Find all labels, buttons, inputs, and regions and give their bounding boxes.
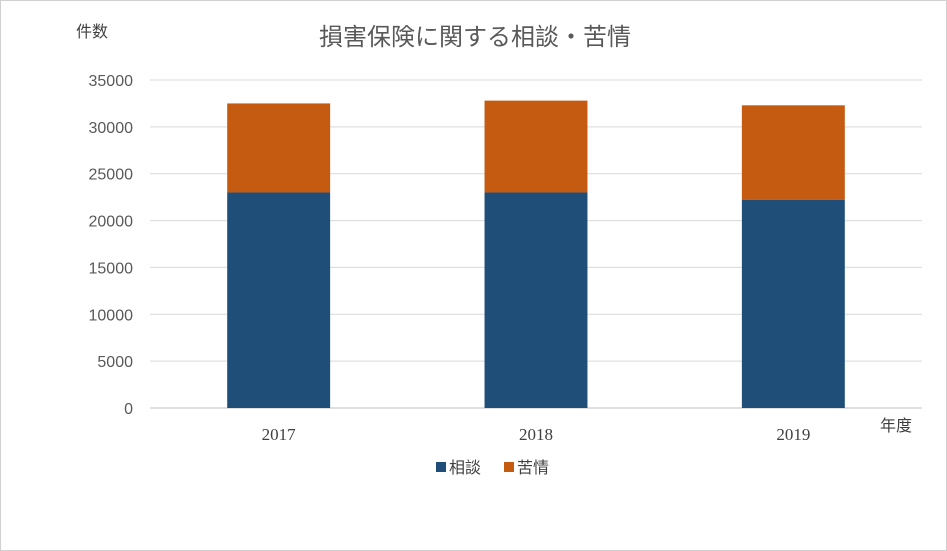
bars (227, 100, 845, 408)
x-axis-label: 年度 (880, 416, 912, 435)
bar-2018-series-1 (484, 100, 588, 193)
y-tick-label: 15000 (89, 260, 134, 277)
legend-swatch (504, 462, 514, 472)
y-tick-label: 10000 (89, 307, 134, 324)
chart-title: 損害保険に関する相談・苦情 (319, 23, 631, 51)
bar-2019-series-0 (741, 199, 845, 408)
legend-label: 相談 (449, 458, 481, 477)
x-tick-label: 2019 (776, 425, 810, 444)
x-tick-labels: 2017 2018 2019 (262, 425, 811, 444)
legend-swatch (436, 462, 446, 472)
bar-2019-series-1 (741, 105, 845, 200)
y-tick-label: 0 (124, 401, 133, 418)
y-tick-label: 20000 (89, 214, 134, 231)
bar-2017-series-1 (227, 103, 331, 193)
y-tick-label: 25000 (89, 167, 134, 184)
x-tick-label: 2017 (262, 425, 297, 444)
legend: 相談 苦情 (436, 458, 549, 477)
y-tick-label: 5000 (97, 354, 133, 371)
bar-2017-series-0 (227, 192, 331, 408)
y-axis-label: 件数 (76, 22, 108, 41)
legend-label: 苦情 (517, 458, 549, 477)
y-tick-labels: 0 5000 10000 15000 20000 25000 30000 35000 (89, 73, 134, 418)
x-tick-label: 2018 (519, 425, 553, 444)
y-tick-label: 35000 (89, 73, 134, 90)
bar-2018-series-0 (484, 192, 588, 408)
y-tick-label: 30000 (89, 120, 134, 137)
